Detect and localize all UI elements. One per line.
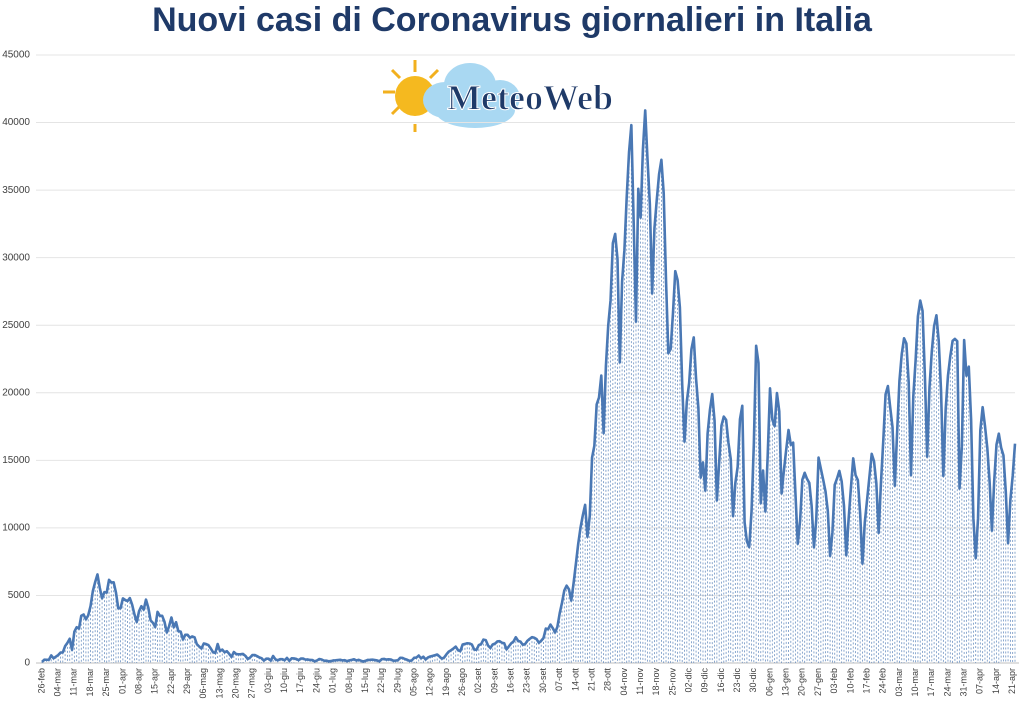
x-tick-label: 07-ott <box>554 668 564 692</box>
x-tick-label: 11-mar <box>69 668 79 696</box>
x-tick-label: 28-ott <box>603 668 613 692</box>
x-tick-label: 03-mar <box>894 668 904 697</box>
x-tick-label: 15-apr <box>150 668 160 694</box>
x-tick-label: 24-mar <box>942 668 952 697</box>
x-tick-label: 08-lug <box>344 668 354 693</box>
x-tick-label: 01-lug <box>328 668 338 693</box>
x-tick-label: 09-set <box>489 668 499 694</box>
sun-rays <box>383 60 440 132</box>
x-tick-label: 26-ago <box>457 668 467 696</box>
x-tick-label: 25-nov <box>667 668 677 696</box>
x-tick-label: 03-feb <box>829 668 839 694</box>
x-tick-label: 07-apr <box>975 668 985 694</box>
x-tick-label: 16-set <box>506 668 516 694</box>
x-tick-label: 18-nov <box>651 668 661 696</box>
x-tick-label: 09-dic <box>700 668 710 693</box>
chart-title: Nuovi casi di Coronavirus giornalieri in… <box>152 1 873 39</box>
x-tick-label: 17-feb <box>861 668 871 694</box>
y-tick-label: 45000 <box>2 50 30 61</box>
x-tick-label: 01-apr <box>117 668 127 694</box>
x-tick-label: 25-mar <box>101 668 111 697</box>
y-tick-label: 15000 <box>2 455 30 466</box>
data-line <box>41 109 1017 663</box>
y-tick-label: 25000 <box>2 320 30 331</box>
y-tick-label: 40000 <box>2 117 30 128</box>
x-tick-label: 16-dic <box>716 668 726 693</box>
logo-text: MeteoWeb <box>447 77 613 117</box>
x-tick-label: 22-apr <box>166 668 176 694</box>
x-tick-label: 24-feb <box>878 668 888 694</box>
x-tick-label: 08-apr <box>133 668 143 694</box>
x-tick-label: 02-dic <box>684 668 694 693</box>
y-tick-label: 35000 <box>2 185 30 196</box>
x-tick-label: 22-lug <box>376 668 386 693</box>
x-tick-label: 31-mar <box>959 668 969 697</box>
x-tick-label: 17-mar <box>926 668 936 697</box>
x-tick-label: 14-ott <box>570 668 580 692</box>
x-tick-label: 02-set <box>473 668 483 694</box>
plot-area: 0 5000 10000 15000 20000 25000 30000 35000 40000… <box>2 50 1019 699</box>
x-tick-label: 21-ott <box>586 668 596 692</box>
x-tick-label: 21-apr <box>1007 668 1017 694</box>
x-tick-label: 18-mar <box>85 668 95 697</box>
x-tick-label: 10-mar <box>910 668 920 697</box>
logo: MeteoWeb <box>383 60 613 132</box>
x-tick-label: 17-giu <box>295 668 305 693</box>
x-tick-label: 29-lug <box>392 668 402 693</box>
x-tick-label: 13-mag <box>214 668 224 699</box>
x-tick-label: 24-giu <box>311 668 321 693</box>
y-tick-label: 5000 <box>8 590 31 601</box>
x-tick-label: 14-apr <box>991 668 1001 694</box>
y-tick-label: 30000 <box>2 252 30 263</box>
x-tick-label: 11-nov <box>635 668 645 695</box>
x-tick-label: 10-giu <box>279 668 289 693</box>
y-tick-label: 0 <box>24 658 30 669</box>
y-tick-label: 20000 <box>2 387 30 398</box>
y-tick-label: 10000 <box>2 523 30 534</box>
x-tick-label: 30-dic <box>748 668 758 693</box>
x-tick-label: 23-dic <box>732 668 742 693</box>
x-tick-label: 12-ago <box>425 668 435 696</box>
cloud <box>423 63 520 128</box>
x-tick-label: 20-gen <box>797 668 807 696</box>
x-tick-label: 03-giu <box>263 668 273 693</box>
x-tick-label: 15-lug <box>360 668 370 693</box>
x-tick-label: 04-mar <box>53 668 63 697</box>
x-tick-label: 05-ago <box>408 668 418 696</box>
x-tick-label: 26-feb <box>36 668 46 694</box>
x-tick-label: 30-set <box>538 668 548 694</box>
x-tick-label: 23-set <box>522 668 532 694</box>
x-tick-label: 13-gen <box>781 668 791 696</box>
x-tick-label: 20-mag <box>231 668 241 699</box>
x-tick-label: 06-gen <box>764 668 774 696</box>
x-tick-label: 19-ago <box>441 668 451 696</box>
x-tick-label: 27-mag <box>247 668 257 699</box>
x-tick-label: 27-gen <box>813 668 823 696</box>
x-tick-label: 10-feb <box>845 668 855 694</box>
x-tick-label: 04-nov <box>619 668 629 696</box>
x-tick-label: 29-apr <box>182 668 192 694</box>
x-tick-label: 06-mag <box>198 668 208 699</box>
